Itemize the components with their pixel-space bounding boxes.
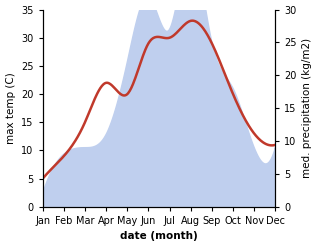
X-axis label: date (month): date (month) bbox=[120, 231, 198, 242]
Y-axis label: med. precipitation (kg/m2): med. precipitation (kg/m2) bbox=[302, 38, 313, 178]
Y-axis label: max temp (C): max temp (C) bbox=[5, 72, 16, 144]
